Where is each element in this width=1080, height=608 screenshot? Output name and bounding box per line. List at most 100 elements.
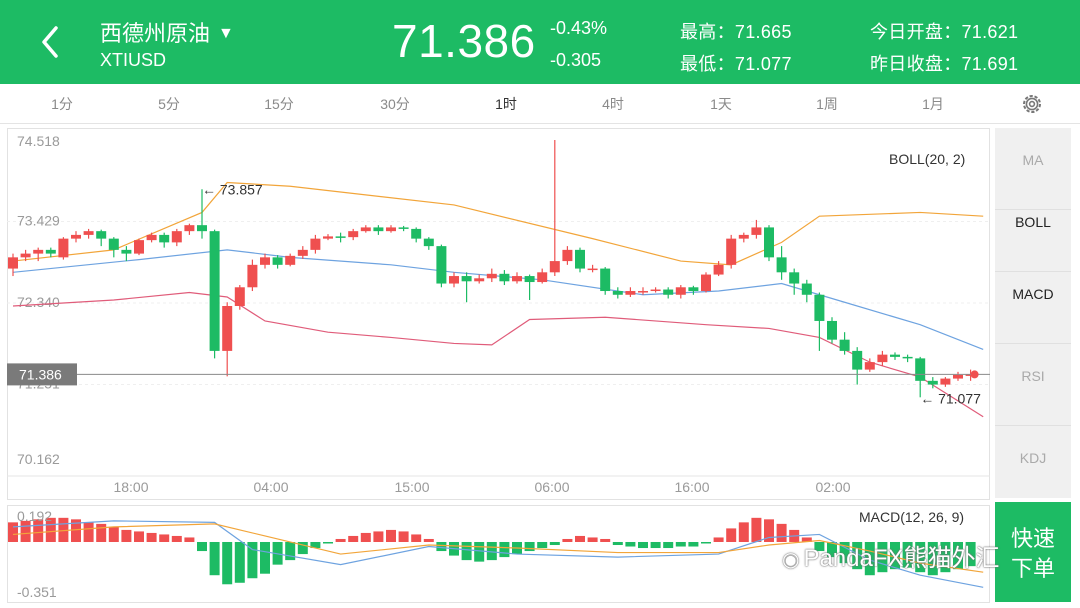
macd-bar — [386, 529, 396, 542]
dropdown-arrow-icon: ▼ — [218, 25, 234, 42]
quick-order-button[interactable]: 快速下单 — [995, 502, 1071, 602]
indicator-ma[interactable]: MA — [995, 128, 1071, 210]
macd-bar — [146, 532, 157, 542]
candle — [222, 305, 233, 351]
macd-bar — [612, 541, 623, 546]
candle — [625, 291, 636, 295]
macd-bar — [864, 541, 875, 576]
current-price: 71.386 — [392, 15, 536, 67]
candle — [776, 257, 787, 273]
tab-15min[interactable]: 15分 — [264, 96, 294, 112]
main-chart-panel — [7, 128, 990, 500]
signal-line — [12, 523, 984, 573]
macd-bar — [663, 541, 674, 549]
price-chart[interactable]: 74.51873.42972.34071.25170.16218:0004:00… — [7, 128, 990, 500]
current-price-tag — [7, 363, 77, 386]
macd-bar — [373, 531, 384, 542]
macd-bar — [499, 541, 510, 558]
candle — [209, 231, 220, 351]
x-axis-label: 02:00 — [815, 479, 850, 495]
tab-30min[interactable]: 30分 — [380, 96, 410, 112]
tab-4hour[interactable]: 4时 — [602, 96, 624, 112]
macd-bar — [247, 541, 258, 579]
candle — [310, 238, 321, 250]
macd-bar — [45, 517, 56, 542]
candle — [751, 227, 762, 235]
candle — [600, 268, 611, 292]
macd-bar — [575, 535, 585, 542]
candle — [184, 225, 195, 232]
candle — [134, 240, 144, 254]
tab-1month[interactable]: 1月 — [922, 96, 944, 112]
candle — [247, 264, 258, 288]
macd-bar — [108, 526, 119, 542]
candle — [33, 249, 44, 254]
y-axis-label: 73.429 — [17, 213, 60, 229]
macd-bar — [423, 538, 434, 542]
candle — [877, 354, 888, 363]
macd-bar — [965, 541, 976, 567]
timeframe-tabs: 1分 5分 15分 30分 1时 4时 1天 1周 1月 — [0, 84, 1080, 124]
candle — [814, 294, 825, 321]
indicator-kdj[interactable]: KDJ — [1019, 450, 1047, 466]
macd-bar — [197, 541, 207, 552]
candle — [789, 272, 800, 284]
tab-1hour[interactable]: 1时 — [495, 96, 517, 112]
macd-bar — [537, 541, 548, 549]
candle — [449, 276, 459, 284]
candle — [323, 236, 333, 239]
macd-bar — [738, 522, 749, 542]
macd-bar — [890, 541, 900, 570]
candle — [335, 236, 346, 238]
macd-bar — [600, 538, 611, 542]
chevron-left-icon[interactable] — [36, 22, 66, 62]
candle — [764, 227, 774, 258]
candle — [675, 287, 686, 295]
boll-indicator-label: BOLL(20, 2) — [889, 151, 965, 167]
candle — [8, 257, 18, 269]
min-price-label: ← 71.077 — [920, 391, 981, 407]
candle — [83, 231, 94, 235]
macd-bar — [348, 535, 359, 542]
candle — [663, 289, 674, 295]
macd-bar — [814, 541, 825, 552]
instrument-title[interactable]: 西德州原油 ▼ — [100, 16, 234, 48]
macd-bar — [360, 532, 371, 542]
indicator-rsi[interactable]: RSI — [995, 344, 1071, 426]
macd-bar — [33, 519, 44, 542]
candle — [801, 283, 812, 295]
candle — [575, 249, 585, 269]
tab-1day[interactable]: 1天 — [710, 96, 732, 112]
wechat-icon: ◉ — [782, 549, 800, 571]
tab-1week[interactable]: 1周 — [816, 96, 838, 112]
gear-icon[interactable] — [1020, 92, 1044, 116]
watermark-text: PandaFX熊猫外汇 — [803, 545, 1000, 572]
macd-bar — [713, 537, 724, 542]
quick-order-label: 快速下单 — [1010, 526, 1055, 581]
tab-5min[interactable]: 5分 — [158, 96, 180, 112]
change-percent: -0.43% — [550, 18, 608, 38]
macd-bar — [297, 541, 308, 555]
candle — [474, 278, 485, 282]
macd-bar — [96, 523, 107, 542]
indicator-macd[interactable]: MACD — [995, 262, 1071, 344]
x-axis-label: 16:00 — [674, 479, 709, 495]
macd-bar — [83, 522, 94, 542]
macd-bar — [335, 538, 346, 542]
macd-bar — [171, 535, 182, 542]
tab-1min[interactable]: 1分 — [51, 96, 73, 112]
macd-bar — [650, 541, 661, 549]
macd-bar — [209, 541, 220, 576]
change-value: -0.305 — [550, 50, 602, 70]
macd-bar — [902, 541, 913, 568]
macd-bar — [474, 541, 485, 562]
candle — [108, 238, 119, 250]
candle — [902, 356, 913, 359]
candle — [688, 287, 699, 292]
macd-bar — [927, 541, 938, 576]
macd-bar — [310, 541, 321, 549]
candle — [436, 246, 447, 284]
indicator-boll[interactable]: BOLL — [995, 190, 1071, 272]
macd-bar — [121, 529, 132, 542]
macd-chart[interactable]: 0.192 -0.351 MACD(12, 26, 9) — [7, 505, 990, 603]
